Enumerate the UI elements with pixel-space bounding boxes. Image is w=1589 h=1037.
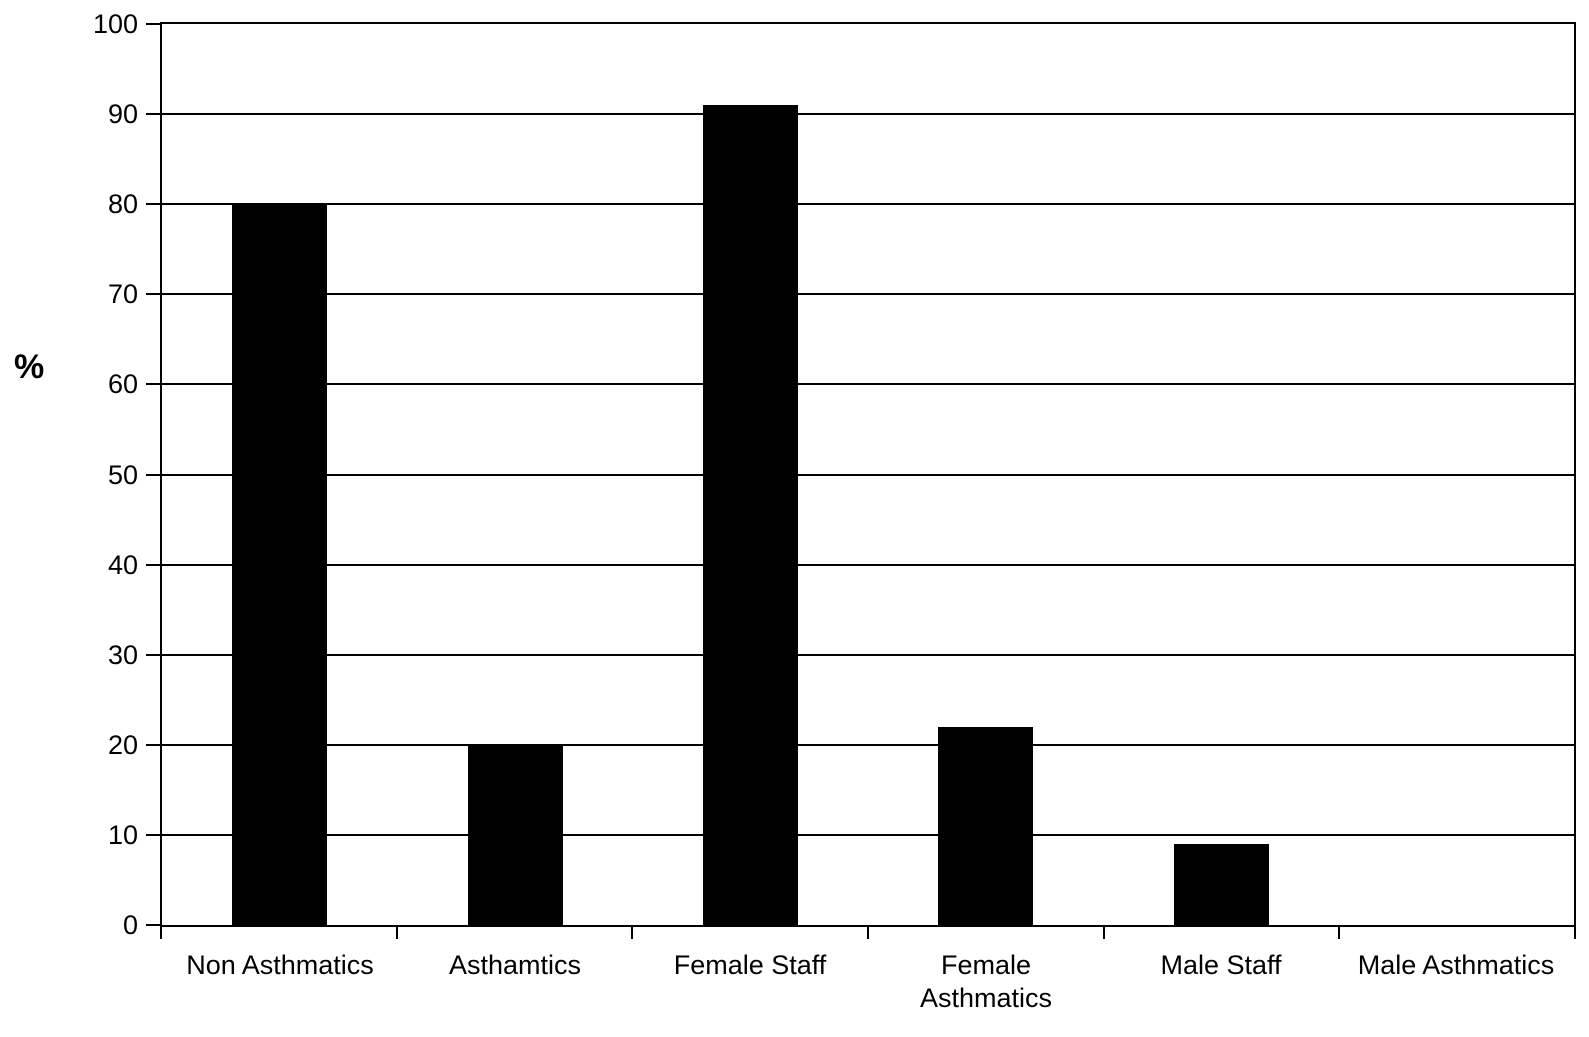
bar-0 (232, 204, 327, 925)
y-tick-mark-20 (146, 743, 160, 746)
y-axis-unit-label: % (14, 348, 45, 386)
x-category-label-3: Female Asthmatics (919, 950, 1053, 1013)
gridline-90 (162, 113, 1574, 116)
y-tick-label-60: 60 (107, 369, 138, 400)
y-tick-label-100: 100 (92, 9, 138, 39)
y-tick-mark-30 (146, 653, 160, 656)
x-tick-mark-4 (1103, 927, 1105, 939)
gridline-10 (162, 833, 1574, 836)
y-tick-mark-60 (146, 383, 160, 386)
y-tick-mark-50 (146, 473, 160, 476)
x-tick-mark-3 (867, 927, 869, 939)
x-tick-mark-2 (631, 927, 633, 939)
x-category-label-1: Asthamtics (448, 950, 582, 980)
y-tick-mark-80 (146, 203, 160, 206)
bar-3 (938, 727, 1033, 925)
gridline-50 (162, 473, 1574, 476)
gridline-70 (162, 293, 1574, 296)
y-tick-label-80: 80 (107, 189, 138, 220)
bar-4 (1174, 844, 1269, 925)
gridline-30 (162, 653, 1574, 656)
y-tick-label-30: 30 (107, 639, 138, 670)
y-tick-label-70: 70 (107, 279, 138, 310)
x-category-label-2: Female Staff (673, 950, 827, 980)
bar-2 (703, 105, 798, 925)
x-category-label-5: Male Asthmatics (1357, 950, 1555, 980)
y-tick-label-20: 20 (107, 729, 138, 760)
gridline-60 (162, 383, 1574, 386)
x-category-label-4: Male Staff (1160, 950, 1282, 980)
x-category-label-0: Non Asthmatics (186, 950, 374, 980)
plot-area (160, 22, 1576, 927)
y-tick-mark-100 (146, 23, 160, 25)
y-tick-mark-10 (146, 833, 160, 836)
y-tick-label-90: 90 (107, 99, 138, 130)
y-tick-label-10: 10 (107, 819, 138, 850)
y-tick-label-0: 0 (122, 910, 138, 940)
gridline-20 (162, 743, 1574, 746)
x-tick-mark-0 (160, 927, 162, 939)
y-tick-label-50: 50 (107, 459, 138, 490)
y-tick-label-40: 40 (107, 549, 138, 580)
y-tick-mark-0 (146, 924, 160, 926)
gridline-80 (162, 203, 1574, 206)
x-tick-mark-5 (1338, 927, 1340, 939)
y-tick-mark-40 (146, 563, 160, 566)
y-tick-mark-70 (146, 293, 160, 296)
bar-1 (468, 745, 563, 925)
gridline-40 (162, 563, 1574, 566)
x-tick-mark-1 (396, 927, 398, 939)
x-tick-mark-6 (1574, 927, 1576, 939)
y-tick-mark-90 (146, 113, 160, 116)
